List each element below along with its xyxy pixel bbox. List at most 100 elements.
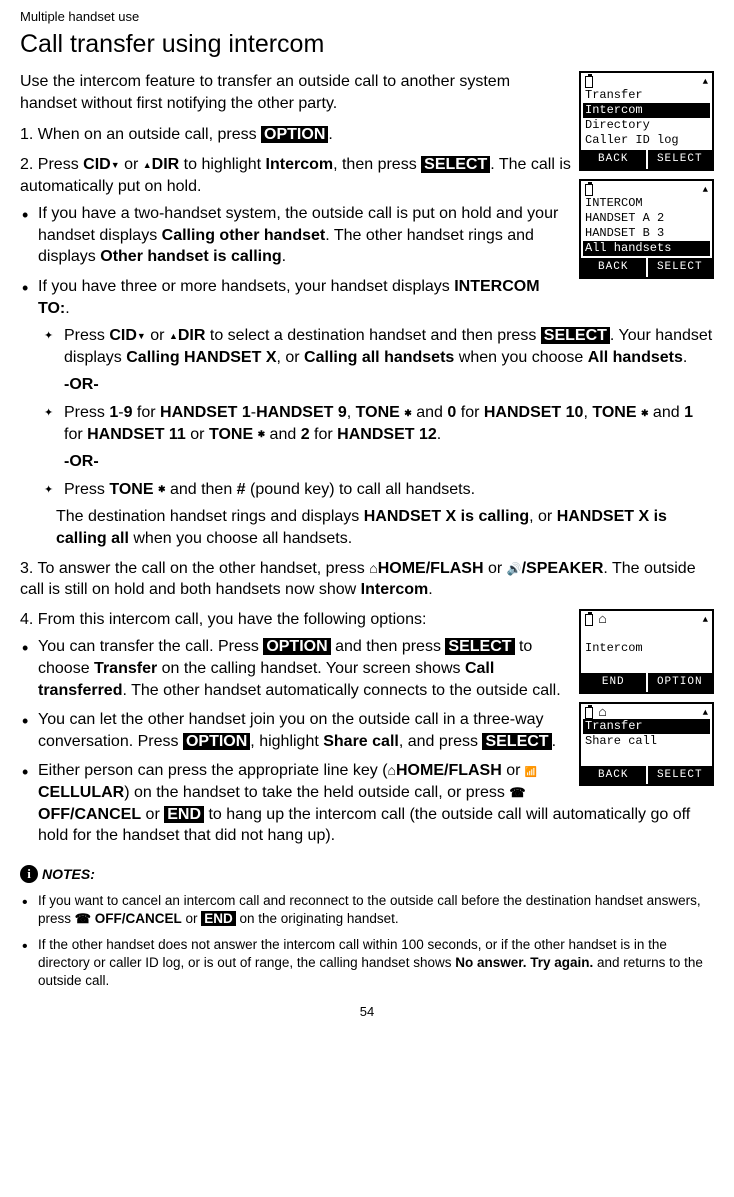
sub-bullet-item: Press 1-9 for HANDSET 1-HANDSET 9, TONE … [64, 402, 714, 445]
bold-text: Intercom [361, 581, 429, 598]
bold-text: All handsets [588, 349, 683, 366]
bold-text: HANDSET 12 [337, 426, 437, 443]
option-button-label: OPTION [261, 126, 328, 143]
bold-text: # [237, 481, 246, 498]
text: or [502, 762, 525, 779]
text: for [310, 426, 338, 443]
text: . [65, 300, 69, 317]
bold-text: 1 [684, 404, 693, 421]
page-number: 54 [20, 1003, 714, 1021]
bullet-item: If you have three or more handsets, your… [38, 276, 714, 550]
text: and [412, 404, 448, 421]
text: , highlight [250, 733, 323, 750]
text: to select a destination handset and then… [205, 327, 540, 344]
scroll-icon: ▲ [703, 614, 708, 626]
text: when you choose [454, 349, 587, 366]
text: When on an outside call, press [38, 126, 261, 143]
note-item: If you want to cancel an intercom call a… [38, 892, 714, 928]
text: . [683, 349, 687, 366]
notes-list: If you want to cancel an intercom call a… [20, 892, 714, 991]
bold-text: HANDSET 11 [87, 426, 186, 443]
text: From this intercom call, you have the fo… [38, 611, 427, 628]
bold-text: Calling HANDSET X [126, 349, 276, 366]
bold-text: Other handset is calling [100, 248, 281, 265]
softkey-back: BACK [581, 150, 646, 169]
bullet-list: You can transfer the call. Press OPTION … [20, 636, 714, 846]
text: or [186, 426, 209, 443]
scroll-icon: ▲ [703, 76, 708, 88]
text: on the originating handset. [236, 911, 399, 926]
flash-label: FLASH [430, 560, 483, 577]
end-button-label: END [201, 911, 236, 926]
cancel-label: CANCEL [74, 806, 141, 823]
text: for [64, 426, 87, 443]
text: Press [64, 327, 109, 344]
bold-text: Calling all handsets [304, 349, 454, 366]
destination-text: The destination handset rings and displa… [56, 506, 714, 549]
text: If you have three or more handsets, your… [38, 278, 454, 295]
tone-key: TONE [592, 404, 648, 421]
bold-text: 0 [447, 404, 456, 421]
select-button-label: SELECT [541, 327, 610, 344]
battery-icon [585, 76, 593, 88]
bold-text: 2 [301, 426, 310, 443]
softkey-select: SELECT [646, 150, 713, 169]
text: when you choose all handsets. [129, 530, 352, 547]
bold-text: No answer. Try again. [455, 955, 593, 970]
text: , or [276, 349, 304, 366]
screen-line-selected: Intercom [583, 103, 710, 118]
bullet-item: You can let the other handset join you o… [38, 709, 714, 752]
text: Either person can press the appropriate … [38, 762, 388, 779]
text: . [552, 733, 556, 750]
bold-text: HANDSET 9 [256, 404, 347, 421]
text: . [437, 426, 441, 443]
text: To answer the call on the other handset,… [38, 560, 370, 577]
text: and [265, 426, 301, 443]
speaker-key: /SPEAKER [507, 560, 604, 577]
text: Press [64, 481, 109, 498]
sub-bullet-item: Press TONE and then # (pound key) to cal… [64, 479, 714, 501]
text: Press [38, 156, 83, 173]
notes-header: i NOTES: [20, 865, 714, 884]
bullet-item: You can transfer the call. Press OPTION … [38, 636, 714, 701]
header-section: Multiple handset use [20, 8, 714, 26]
bold-text: HANDSET 10 [484, 404, 584, 421]
bold-text: HANDSET X is calling [364, 508, 529, 525]
dir-key: DIR [143, 156, 179, 173]
text: or [120, 156, 143, 173]
text: . [428, 581, 432, 598]
text: , and press [399, 733, 483, 750]
home-icon: ⌂ [598, 612, 606, 628]
select-button-label: SELECT [482, 733, 551, 750]
cid-key: CID [83, 156, 119, 173]
text: , [347, 404, 356, 421]
notes-label: NOTES: [42, 865, 95, 884]
text: or [484, 560, 507, 577]
text: . [282, 248, 286, 265]
screen-1: ▲ Transfer Intercom Directory Caller ID … [579, 71, 714, 171]
text: You can transfer the call. Press [38, 638, 263, 655]
text: ) on the handset to take the held outsid… [124, 784, 509, 801]
text: or [141, 806, 164, 823]
flash-label: FLASH [448, 762, 501, 779]
bold-text: Share call [323, 733, 399, 750]
screen-line: Directory [585, 118, 708, 133]
text: . [328, 126, 332, 143]
home-flash-key: HOME/ [369, 560, 430, 577]
text: for [456, 404, 484, 421]
content: ▲ Transfer Intercom Directory Caller ID … [20, 71, 714, 854]
note-item: If the other handset does not answer the… [38, 936, 714, 991]
text: on the calling handset. Your screen show… [157, 660, 465, 677]
screen-line: Transfer [585, 88, 708, 103]
text: and [648, 404, 684, 421]
text: Press [64, 404, 109, 421]
text: to highlight [179, 156, 265, 173]
or-separator: -OR- [64, 374, 714, 396]
dir-key: DIR [169, 327, 205, 344]
select-button-label: SELECT [421, 156, 490, 173]
text: The destination handset rings and displa… [56, 508, 364, 525]
cid-key: CID [109, 327, 145, 344]
cancel-label: CANCEL [125, 911, 181, 926]
option-button-label: OPTION [183, 733, 250, 750]
end-button-label: END [164, 806, 204, 823]
